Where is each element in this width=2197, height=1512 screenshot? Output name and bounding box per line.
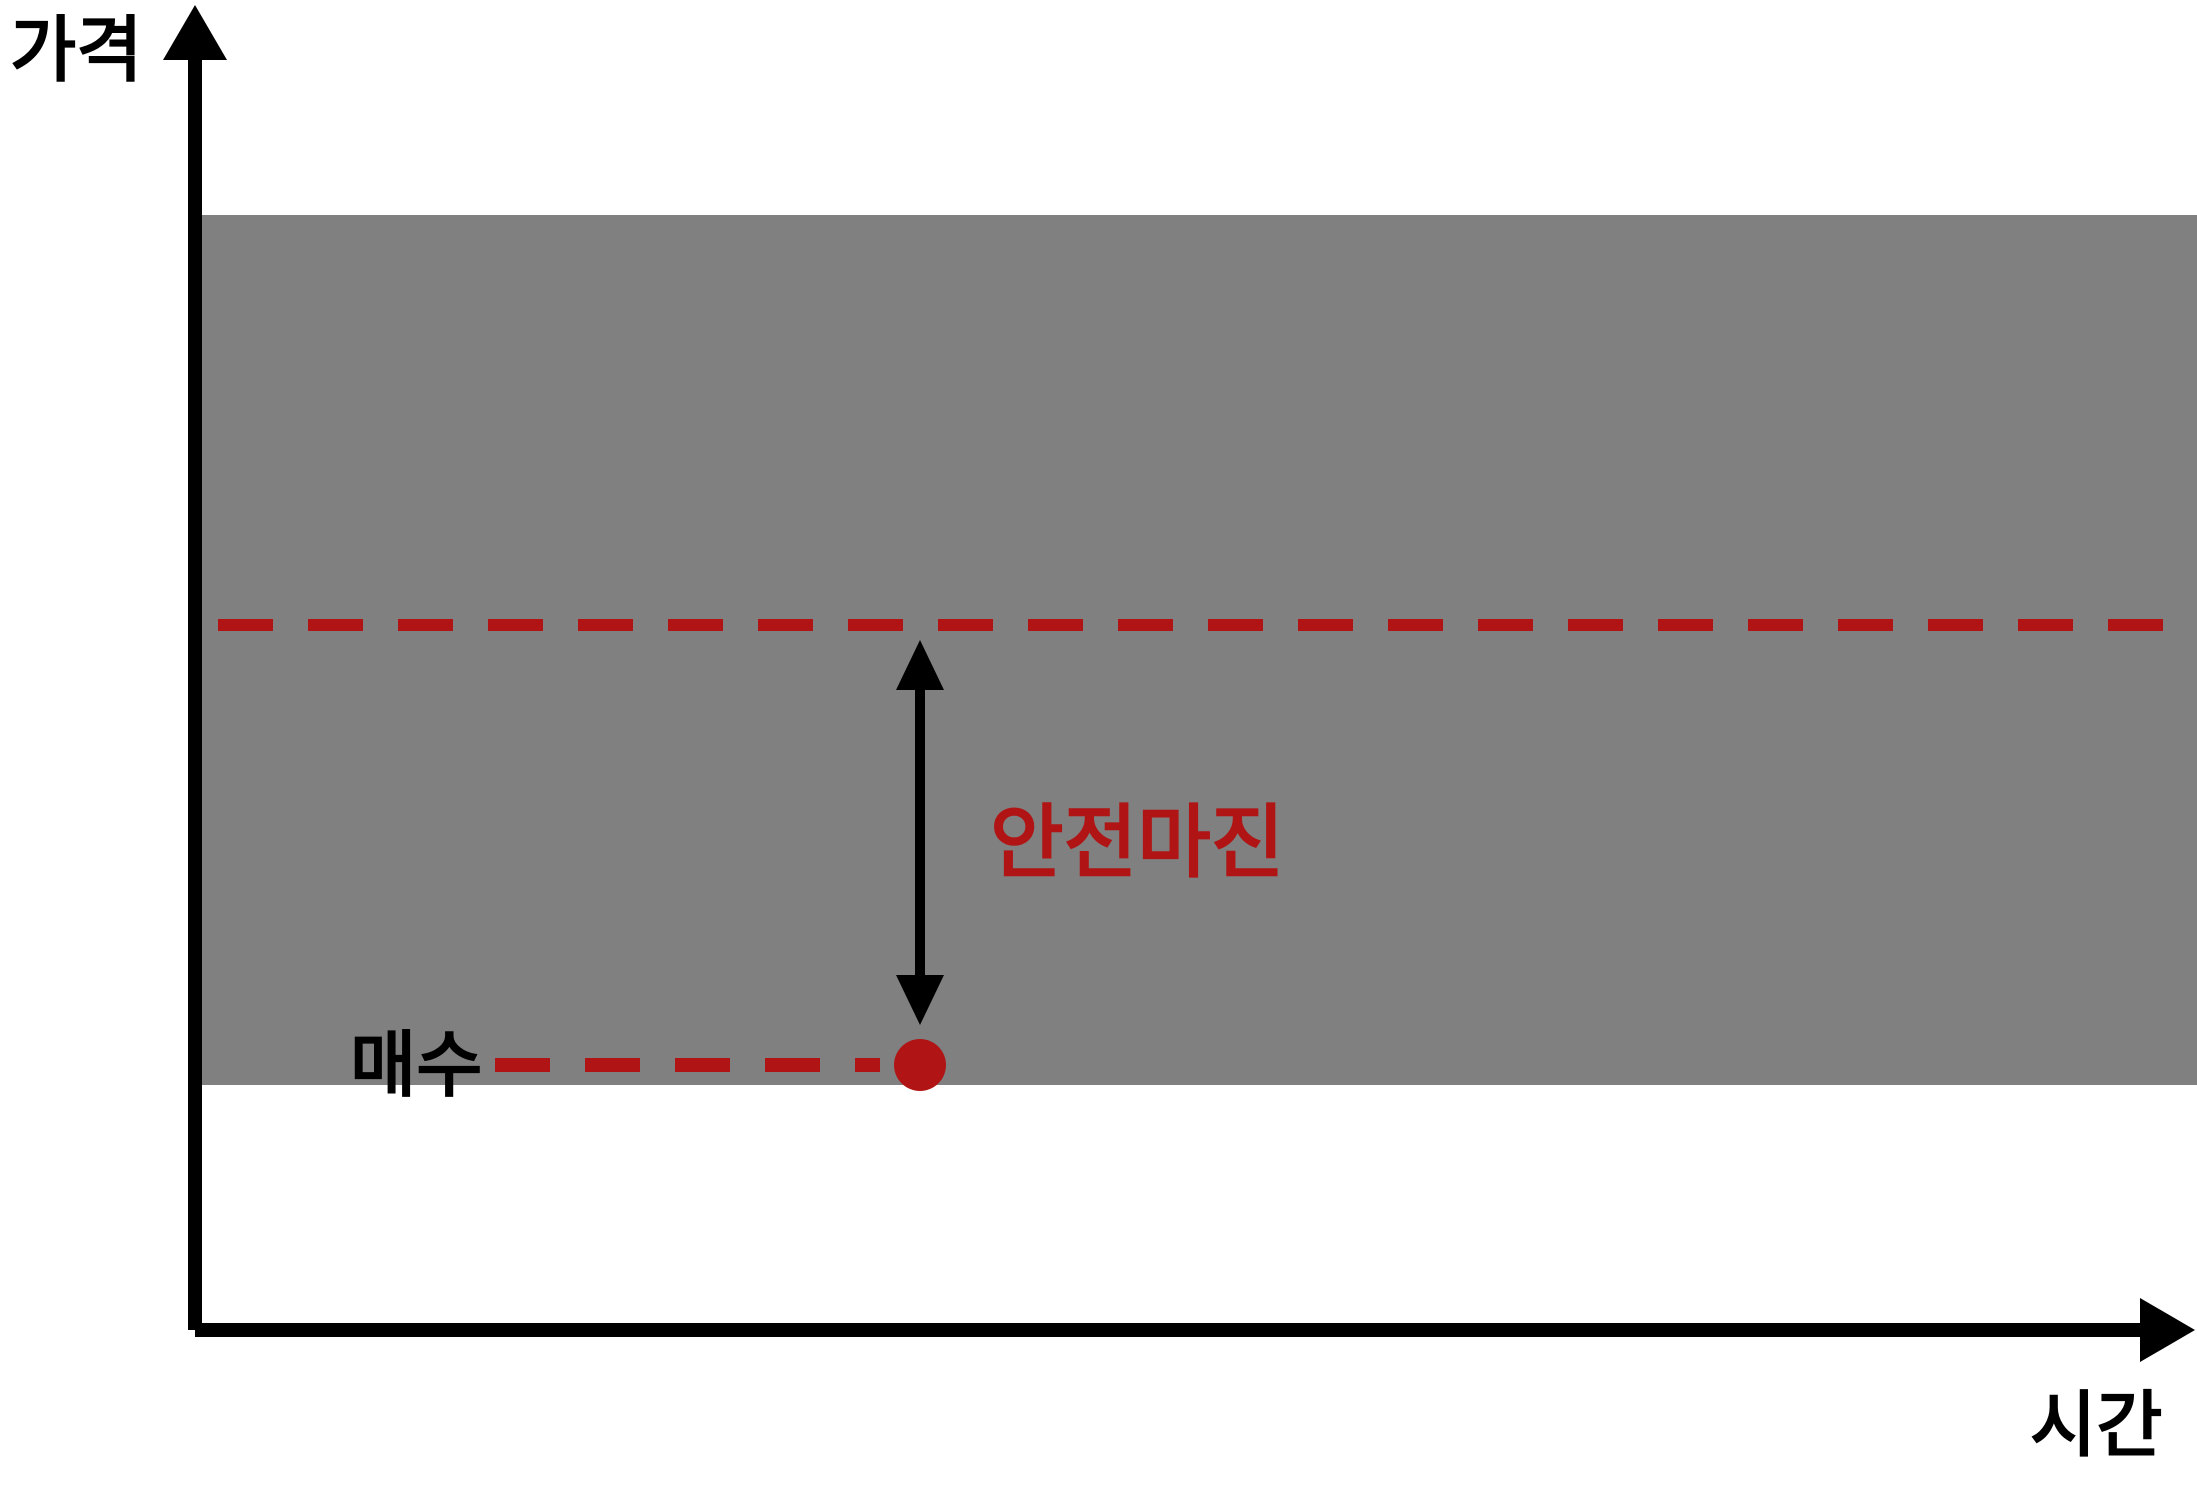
safety-margin-label: 안전마진	[990, 798, 1284, 887]
y-axis-arrow-icon	[163, 5, 227, 60]
buy-point-dot	[894, 1039, 946, 1091]
buy-label: 매수	[350, 1026, 482, 1106]
x-axis-label: 시간	[2030, 1386, 2162, 1466]
safety-margin-diagram: 가격 시간 매수 안전마진	[0, 0, 2197, 1512]
x-axis-arrow-icon	[2140, 1298, 2195, 1362]
y-axis-label: 가격	[10, 11, 142, 91]
gray-region	[202, 215, 2197, 1085]
